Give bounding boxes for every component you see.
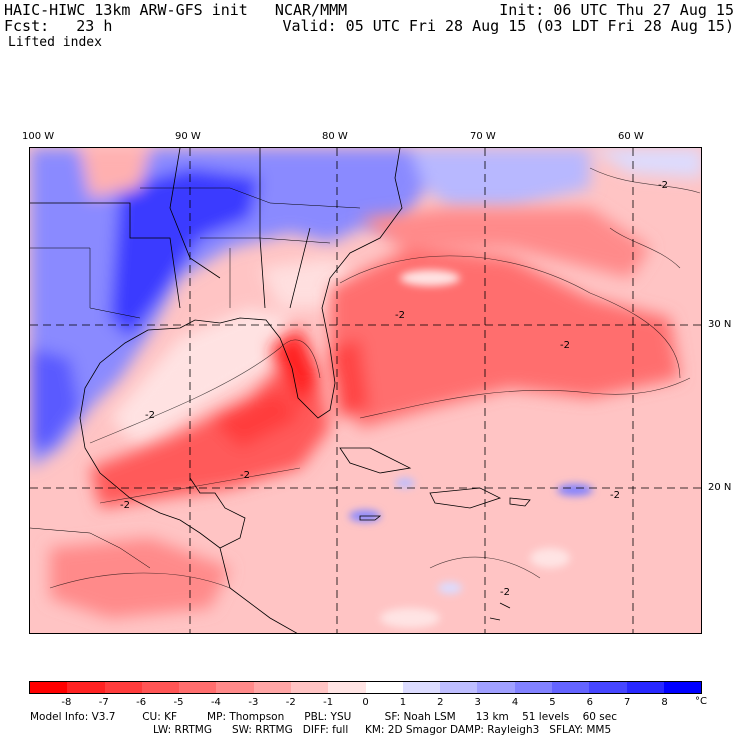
contour-label: -2	[395, 310, 405, 321]
graticule	[30, 148, 701, 633]
color-legend	[29, 681, 702, 694]
legend-swatch	[626, 682, 664, 693]
legend-tick-label: -8	[61, 697, 72, 708]
legend-tick-label: 7	[624, 697, 631, 708]
legend-tick-label: -6	[136, 697, 147, 708]
legend-swatch	[365, 682, 403, 693]
lon-label-100w: 100 W	[22, 131, 55, 142]
legend-tick-label: -5	[173, 697, 184, 708]
lat-label-30n: 30 N	[708, 319, 732, 330]
legend-swatch	[104, 682, 142, 693]
init-time: Init: 06 UTC Thu 27 Aug 15	[499, 1, 734, 19]
legend-tick-label: -4	[210, 697, 221, 708]
legend-tick-label: 6	[586, 697, 594, 708]
lifted-index-map: -2 -2 -2 -2 -2 -2 -2 -2	[29, 147, 702, 634]
contour-label: -2	[240, 470, 250, 481]
contour-label: -2	[120, 500, 130, 511]
legend-swatch	[290, 682, 329, 693]
legend-swatch	[551, 682, 590, 693]
legend-swatch	[253, 682, 291, 693]
legend-tick-label: -2	[285, 697, 296, 708]
stable-spots	[349, 270, 593, 628]
legend-tick-label: -3	[248, 697, 259, 708]
contour-label: -2	[560, 340, 570, 351]
legend-swatch	[663, 682, 702, 693]
legend-tick-label: 1	[399, 697, 407, 708]
legend-tick-label: -1	[323, 697, 334, 708]
legend-swatch	[328, 682, 366, 693]
legend-swatch	[216, 682, 254, 693]
legend-swatch	[514, 682, 552, 693]
forecast-hour: Fcst: 23 h	[4, 17, 113, 35]
legend-swatch	[477, 682, 515, 693]
borders	[30, 187, 361, 569]
legend-tick-label: -7	[98, 697, 109, 708]
model-info-line2: LW: RRTMG SW: RRTMG DIFF: full KM: 2D Sm…	[153, 724, 612, 736]
legend-swatch	[179, 682, 217, 693]
lon-label-60w: 60 W	[618, 131, 644, 142]
contour-label: -2	[145, 410, 155, 421]
lat-label-20n: 20 N	[708, 482, 732, 493]
model-title: HAIC-HIWC 13km ARW-GFS init NCAR/MMM	[4, 1, 348, 19]
lon-label-80w: 80 W	[322, 131, 348, 142]
legend-tick-label: 5	[549, 697, 556, 708]
legend-tick-label: 0	[362, 697, 369, 708]
contour-label: -2	[658, 180, 668, 191]
lon-label-70w: 70 W	[470, 131, 496, 142]
legend-swatch	[589, 682, 627, 693]
legend-swatch	[402, 682, 441, 693]
legend-tick-label: 4	[511, 697, 519, 708]
legend-swatch	[67, 682, 105, 693]
field-name: Lifted index	[8, 35, 102, 50]
stable-region-north	[30, 148, 701, 468]
legend-swatch	[440, 682, 478, 693]
legend-swatch	[30, 682, 68, 693]
legend-unit: °C	[695, 696, 707, 707]
model-info-line1: Model Info: V3.7 CU: KF MP: Thompson PBL…	[30, 711, 617, 723]
lon-label-90w: 90 W	[175, 131, 201, 142]
contour-label: -2	[500, 587, 510, 598]
contour-label: -2	[610, 490, 620, 501]
unstable-region	[50, 208, 680, 618]
valid-time: Valid: 05 UTC Fri 28 Aug 15 (03 LDT Fri …	[282, 17, 734, 35]
legend-tick-label: 2	[437, 697, 444, 708]
legend-tick-label: 3	[474, 697, 481, 708]
legend-tick-label: 8	[661, 697, 668, 708]
legend-swatch	[141, 682, 180, 693]
